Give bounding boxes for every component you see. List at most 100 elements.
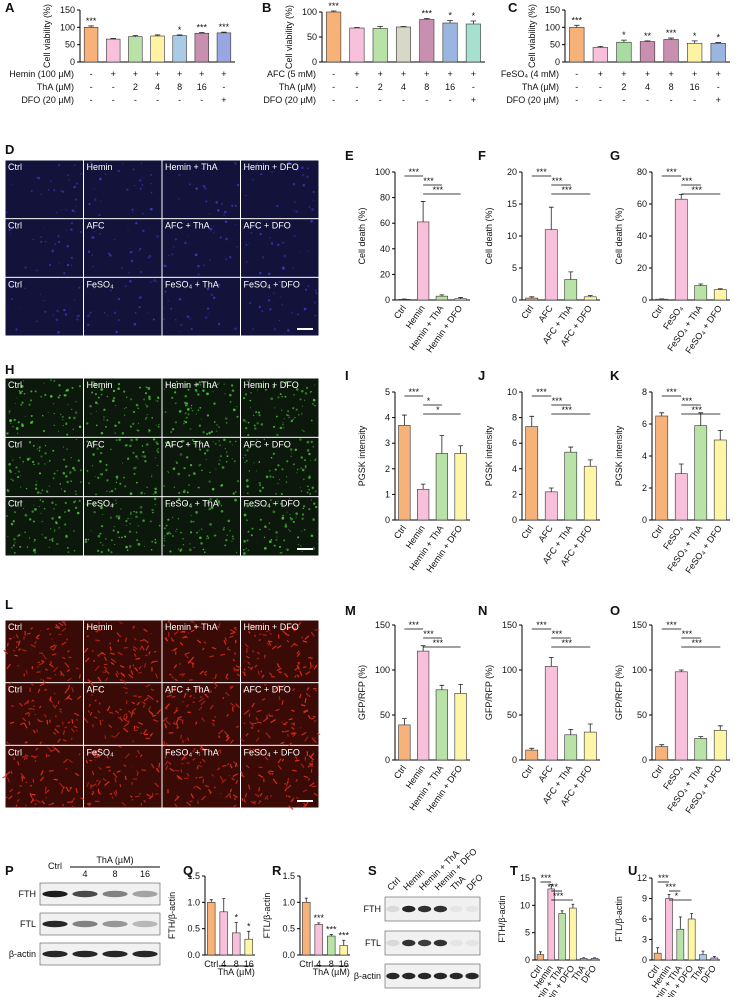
cell-signal (107, 396, 109, 398)
cell-signal (259, 490, 262, 493)
condition-cell: - (646, 95, 649, 105)
cell-signal (80, 231, 82, 233)
y-tick-label: 2 (512, 489, 517, 499)
cell-signal (45, 445, 46, 446)
condition-cell: - (449, 95, 452, 105)
cell-signal (88, 482, 90, 484)
significance: *** (666, 28, 677, 38)
bar (565, 280, 577, 300)
cell-signal (300, 467, 301, 468)
cell-signal (307, 441, 310, 444)
condition-cell: 4 (155, 82, 160, 92)
y-tick-label: 0 (385, 515, 390, 525)
cell-signal (288, 529, 289, 530)
cell-signal (173, 467, 176, 470)
cell-signal (307, 168, 309, 170)
cell-signal (206, 538, 207, 539)
bar (443, 23, 457, 62)
cell-signal (175, 421, 177, 423)
bracket-label: * (675, 891, 679, 901)
cell-signal (110, 290, 112, 292)
cell-signal (286, 460, 288, 462)
cell-signal (244, 514, 247, 517)
cell-signal (140, 271, 142, 273)
cell-signal (76, 183, 78, 185)
cell-signal (184, 242, 186, 244)
band (465, 940, 478, 946)
condition-cell: 16 (197, 82, 207, 92)
cell-signal (122, 462, 123, 463)
panel-label: H (5, 362, 14, 377)
error-bar (458, 446, 463, 454)
cell-signal (257, 722, 262, 723)
band (450, 940, 463, 946)
condition-cell: - (90, 69, 93, 79)
cell-signal (36, 638, 38, 639)
cell-signal (281, 517, 284, 520)
cell-signal (273, 453, 275, 455)
panel-label: N (478, 603, 487, 618)
condition-cell: 8 (669, 82, 674, 92)
cell-signal (89, 311, 92, 314)
condition-cell: - (717, 82, 720, 92)
condition-cell: - (332, 95, 335, 105)
cell-signal (301, 490, 302, 491)
cell-signal (280, 427, 283, 430)
panel-label: T (510, 863, 518, 878)
significance: * (716, 33, 720, 43)
cell-signal (131, 260, 134, 263)
cell-signal (130, 398, 132, 400)
cell-signal (113, 397, 115, 399)
condition-cell: - (693, 95, 696, 105)
cell-signal (56, 212, 58, 214)
cell-signal (6, 212, 8, 214)
cell-signal (295, 512, 298, 515)
cell-signal (231, 384, 233, 386)
cell-signal (258, 461, 260, 463)
cell-signal (136, 482, 138, 484)
cell-signal (215, 469, 216, 470)
cell-signal (48, 412, 49, 413)
error-bar (561, 911, 564, 914)
cell-signal (40, 455, 42, 457)
cell-signal (105, 735, 106, 739)
cell-signal (252, 328, 254, 330)
cell-signal (111, 539, 113, 541)
cell-signal (100, 201, 102, 203)
cell-signal (309, 206, 311, 208)
cell-signal (124, 485, 126, 487)
error-bar (529, 416, 534, 426)
condition-cell: 16 (690, 82, 700, 92)
cell-signal (153, 318, 155, 320)
cell-signal (72, 806, 73, 808)
lane-label: 8 (112, 869, 117, 879)
cell-signal (311, 499, 312, 500)
y-tick-label: 6 (512, 438, 517, 448)
cell-signal (295, 449, 297, 451)
condition-cell: - (112, 95, 115, 105)
bar (417, 651, 429, 760)
y-axis-title: PGSK intensity (357, 425, 367, 486)
cell-signal (9, 233, 10, 234)
cell-signal (74, 299, 76, 301)
cell-signal (197, 393, 200, 396)
cell-signal (18, 421, 20, 423)
cell-signal (105, 173, 106, 174)
cell-signal (126, 189, 128, 191)
cell-signal (74, 469, 77, 472)
condition-cell: - (670, 95, 673, 105)
error-bar (539, 952, 542, 955)
cell-signal (18, 471, 20, 473)
cell-signal (51, 539, 53, 541)
cell-signal (75, 199, 77, 201)
cell-signal (58, 527, 60, 529)
bar (436, 453, 448, 520)
cell-signal (77, 315, 79, 317)
cell-signal (116, 790, 117, 794)
cell-signal (272, 476, 273, 477)
cell-signal (147, 387, 150, 390)
cell-signal (243, 457, 244, 458)
cell-signal (53, 189, 55, 191)
condition-label: AFC (5 mM) (267, 69, 316, 79)
bar (665, 899, 672, 961)
